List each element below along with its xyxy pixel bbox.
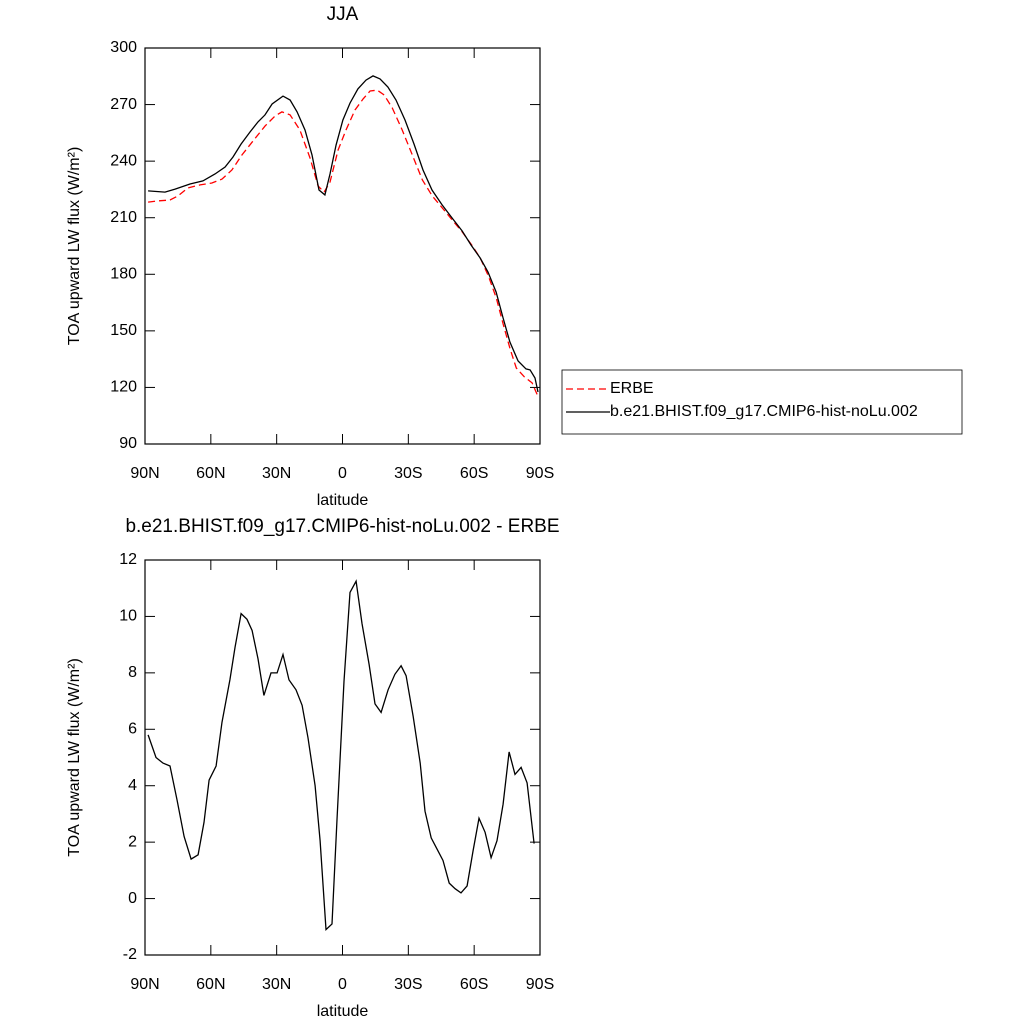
data-line (148, 89, 539, 398)
y-tick-label: 6 (128, 721, 137, 738)
y-tick-label: 90 (119, 435, 137, 452)
y-tick-label: 2 (128, 833, 137, 850)
y-tick-label: 8 (128, 664, 137, 681)
y-tick-label: 210 (110, 209, 137, 226)
x-tick-label: 30S (394, 465, 422, 482)
x-tick-label: 30S (394, 976, 422, 993)
y-axis-label: TOA upward LW flux (W/m²) (66, 147, 83, 346)
x-tick-label: 0 (338, 465, 347, 482)
x-tick-label: 60S (460, 976, 488, 993)
y-tick-label: 0 (128, 890, 137, 907)
x-tick-label: 30N (262, 976, 291, 993)
legend-box (561, 369, 963, 435)
x-tick-label: 90S (526, 976, 554, 993)
y-tick-label: 240 (110, 152, 137, 169)
x-tick-label: 90N (130, 465, 159, 482)
y-tick-label: 180 (110, 266, 137, 283)
y-tick-label: -2 (123, 946, 137, 963)
legend-label: b.e21.BHIST.f09_g17.CMIP6-hist-noLu.002 (610, 403, 918, 420)
x-axis-label: latitude (317, 492, 369, 509)
x-tick-label: 90N (130, 976, 159, 993)
x-tick-label: 60S (460, 465, 488, 482)
y-tick-label: 12 (119, 551, 137, 568)
y-tick-label: 270 (110, 96, 137, 113)
chart-title: b.e21.BHIST.f09_g17.CMIP6-hist-noLu.002 … (125, 516, 559, 537)
x-tick-label: 30N (262, 465, 291, 482)
y-tick-label: 300 (110, 39, 137, 56)
plot-frame (144, 559, 541, 956)
data-line (148, 75, 539, 393)
data-line (147, 579, 535, 932)
legend-label: ERBE (610, 380, 654, 397)
y-tick-label: 150 (110, 322, 137, 339)
y-tick-label: 10 (119, 608, 137, 625)
y-tick-label: 120 (110, 379, 137, 396)
chart-title: JJA (327, 4, 359, 25)
x-axis-label: latitude (317, 1003, 369, 1020)
x-tick-label: 90S (526, 465, 554, 482)
y-axis-label: TOA upward LW flux (W/m²) (66, 658, 83, 857)
x-tick-label: 60N (196, 976, 225, 993)
x-tick-label: 60N (196, 465, 225, 482)
x-tick-label: 0 (338, 976, 347, 993)
y-tick-label: 4 (128, 777, 137, 794)
plot-frame (144, 47, 541, 445)
